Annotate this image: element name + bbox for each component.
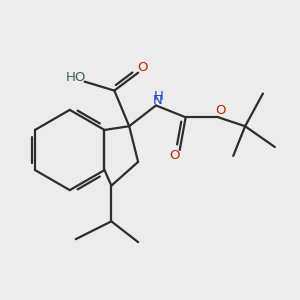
Text: N: N — [153, 94, 162, 107]
Text: O: O — [138, 61, 148, 74]
Text: H: H — [154, 90, 164, 103]
Text: O: O — [169, 149, 180, 162]
Text: HO: HO — [66, 71, 86, 84]
Text: O: O — [215, 104, 226, 117]
